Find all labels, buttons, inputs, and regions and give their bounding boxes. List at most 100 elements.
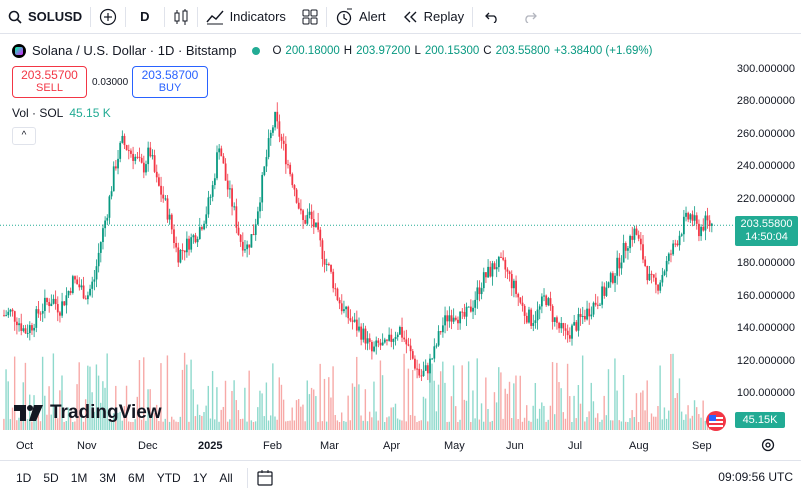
volume-bar <box>108 420 111 430</box>
candle <box>508 271 511 275</box>
candle <box>476 287 479 300</box>
volume-bar <box>448 421 450 430</box>
volume-bar <box>297 398 300 430</box>
redo-button[interactable] <box>511 0 549 34</box>
candle <box>22 328 25 331</box>
candle <box>379 342 382 346</box>
candle <box>614 275 616 283</box>
candle <box>213 178 216 186</box>
candle <box>637 234 640 239</box>
candle <box>24 328 27 334</box>
volume-bar <box>668 410 670 430</box>
collapse-legend-button[interactable]: ^ <box>12 127 36 145</box>
indicators-icon <box>206 10 224 24</box>
candle <box>398 327 401 335</box>
volume-bar <box>293 420 296 430</box>
interval-button[interactable]: D <box>126 0 163 34</box>
range-button-6m[interactable]: 6M <box>128 470 145 485</box>
candle <box>82 285 85 299</box>
candle <box>463 312 466 317</box>
range-button-1y[interactable]: 1Y <box>192 470 208 485</box>
undo-button[interactable] <box>473 0 511 34</box>
time-axis[interactable]: Oct Nov Dec 2025 Feb Mar Apr May Jun Jul Aug Sep <box>0 436 730 456</box>
volume-bar <box>343 420 345 430</box>
candle <box>153 155 156 172</box>
volume-bar <box>689 418 691 430</box>
candle <box>439 331 442 333</box>
sell-price: 203.55700 <box>21 68 78 82</box>
volume-bar <box>52 353 55 430</box>
candle <box>426 365 429 374</box>
symbol-search[interactable]: SOLUSD <box>0 0 90 34</box>
volume-bar <box>328 377 330 430</box>
tradingview-logo[interactable]: TradingView <box>14 402 162 424</box>
alert-button[interactable]: Alert <box>327 0 394 34</box>
volume-bar <box>655 416 657 430</box>
volume-bar <box>407 368 410 430</box>
price-chart[interactable] <box>0 34 801 460</box>
candle <box>26 333 29 335</box>
volume-bar <box>427 421 429 430</box>
candle <box>93 279 96 282</box>
time-axis-label: Dec <box>138 440 158 452</box>
market-open-dot <box>252 46 261 55</box>
candle <box>667 253 670 261</box>
redo-icon <box>525 12 538 23</box>
candle <box>160 185 162 195</box>
range-button-ytd[interactable]: YTD <box>156 470 181 485</box>
volume-bar <box>300 406 302 430</box>
volume-bar <box>3 418 5 430</box>
volume-bar <box>18 417 20 430</box>
volume-bar <box>480 403 483 430</box>
candle <box>127 150 130 152</box>
volume-bar <box>584 421 586 430</box>
layouts-button[interactable] <box>294 0 326 34</box>
candle <box>704 215 707 231</box>
candle <box>351 320 354 322</box>
candle <box>20 323 23 331</box>
buy-button[interactable]: 203.58700 BUY <box>132 66 208 98</box>
candle <box>304 219 307 224</box>
replay-button[interactable]: Replay <box>394 0 472 34</box>
volume-bar <box>50 414 52 430</box>
range-button-1d[interactable]: 1D <box>16 470 32 485</box>
candle <box>687 212 690 220</box>
volume-bar <box>48 386 50 430</box>
volume-bar <box>547 419 549 430</box>
indicators-button[interactable]: Indicators <box>198 0 294 34</box>
range-button-all[interactable]: All <box>219 470 233 485</box>
volume-bar <box>254 421 257 430</box>
price-axis-label: 180.000000 <box>736 257 795 270</box>
calendar-icon[interactable] <box>256 469 274 487</box>
volume-bar <box>26 419 29 430</box>
volume-bar <box>601 419 603 430</box>
volume-bar <box>304 421 306 430</box>
candle <box>56 304 59 313</box>
range-button-5d[interactable]: 5D <box>43 470 59 485</box>
volume-bar <box>127 421 130 430</box>
candle <box>310 211 313 219</box>
compare-button[interactable] <box>91 0 125 34</box>
candle <box>482 272 485 289</box>
range-button-1m[interactable]: 1M <box>70 470 88 485</box>
utc-clock[interactable]: 09:09:56 UTC <box>718 470 793 484</box>
candle <box>300 208 302 211</box>
volume-bar <box>280 384 283 430</box>
candle <box>491 263 494 277</box>
sell-button[interactable]: 203.55700 SELL <box>12 66 87 98</box>
volume-bar <box>7 381 9 430</box>
time-axis-label: Mar <box>320 440 339 452</box>
candle <box>618 257 621 269</box>
candle <box>493 263 496 270</box>
volume-bar <box>218 421 220 430</box>
time-axis-label: May <box>444 440 465 452</box>
candle <box>71 276 74 293</box>
volume-bar <box>54 408 57 430</box>
candle <box>181 249 184 251</box>
range-button-3m[interactable]: 3M <box>99 470 117 485</box>
settings-gear-icon[interactable] <box>760 437 776 453</box>
volume-bar <box>65 420 67 430</box>
price-axis-label: 280.000000 <box>736 95 795 108</box>
chart-type-button[interactable] <box>165 0 197 34</box>
volume-bar <box>338 421 341 430</box>
